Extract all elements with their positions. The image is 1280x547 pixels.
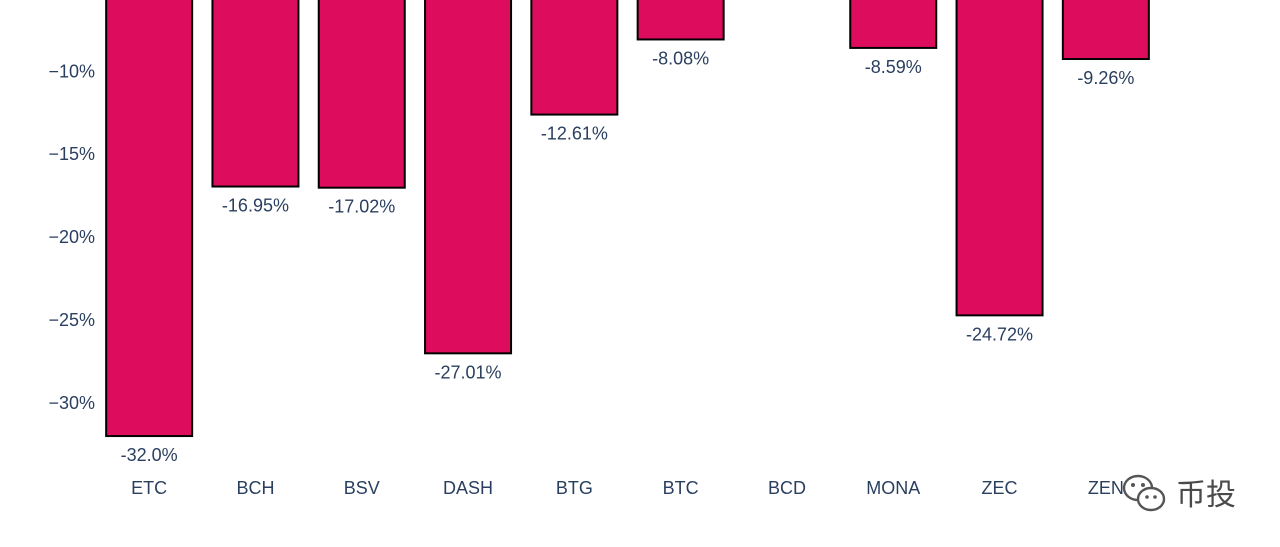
wechat-icon <box>1122 474 1166 512</box>
x-tick-label-bch: BCH <box>236 478 274 498</box>
x-tick-label-btg: BTG <box>556 478 593 498</box>
x-tick-label-btc: BTC <box>663 478 699 498</box>
data-label-zec: -24.72% <box>966 324 1033 344</box>
y-tick-label: −25% <box>48 310 95 330</box>
x-axis: ETC BCH BSV DASH BTG BTC BCD MONA ZEC ZEN <box>131 478 1124 498</box>
data-label-dash: -27.01% <box>435 362 502 382</box>
data-label-btc: -8.08% <box>652 48 709 68</box>
x-tick-label-zec: ZEC <box>982 478 1018 498</box>
x-tick-label-bsv: BSV <box>344 478 380 498</box>
bar-bsv <box>317 0 406 189</box>
data-label-zen: -9.26% <box>1077 68 1134 88</box>
x-tick-label-mona: MONA <box>866 478 920 498</box>
y-axis: −10% −15% −20% −25% −30% <box>48 61 95 413</box>
data-label-btg: -12.61% <box>541 124 608 144</box>
bar-mona <box>849 0 938 49</box>
data-labels: -32.0% -16.95% -17.02% -27.01% -12.61% -8.08%… <box>121 48 1135 465</box>
x-tick-label-dash: DASH <box>443 478 493 498</box>
bar-bch <box>211 0 300 188</box>
x-tick-label-zen: ZEN <box>1088 478 1124 498</box>
bars <box>105 0 1150 438</box>
watermark-text: 币投 <box>1176 478 1236 513</box>
y-tick-label: −30% <box>48 393 95 413</box>
bar-btg <box>530 0 619 116</box>
x-tick-label-bcd: BCD <box>768 478 806 498</box>
y-tick-label: −10% <box>48 61 95 81</box>
y-tick-label: −15% <box>48 144 95 164</box>
data-label-etc: -32.0% <box>121 445 178 465</box>
data-label-mona: -8.59% <box>865 57 922 77</box>
bar-dash <box>424 0 513 355</box>
data-label-bch: -16.95% <box>222 196 289 216</box>
bar-zen <box>1061 0 1150 61</box>
bar-btc <box>636 0 725 41</box>
data-label-bsv: -17.02% <box>328 197 395 217</box>
y-tick-label: −20% <box>48 227 95 247</box>
x-tick-label-etc: ETC <box>131 478 167 498</box>
watermark: 币投 <box>1122 474 1236 513</box>
bar-etc <box>105 0 194 438</box>
bar-zec <box>955 0 1044 317</box>
